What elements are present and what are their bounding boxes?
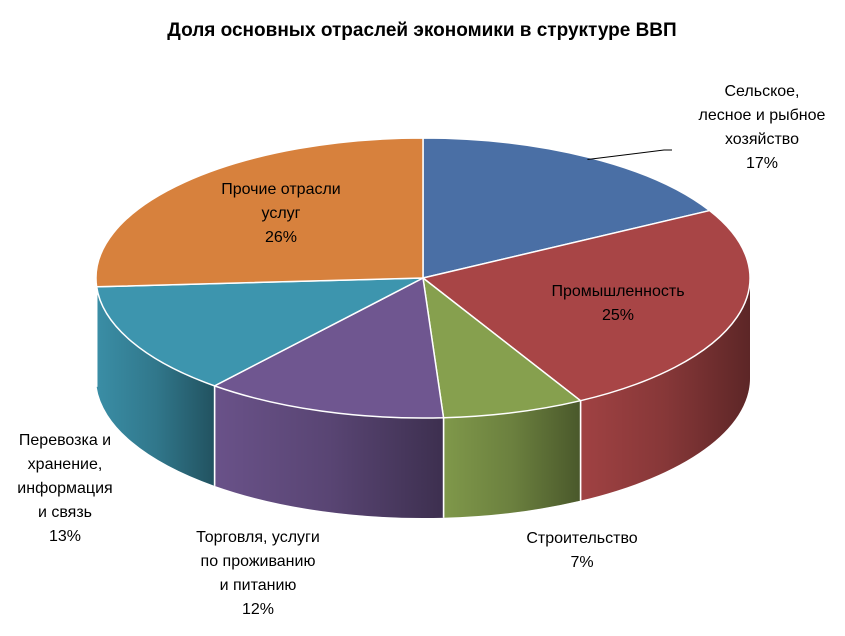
chart-title: Доля основных отраслей экономики в струк… — [167, 20, 676, 41]
slice-label-line: лесное и рыбное — [699, 107, 826, 124]
slice-label-1: Промышленность 25% — [551, 283, 684, 324]
pie-side-shade-1 — [580, 278, 750, 501]
pie-slice-2 — [422, 277, 582, 419]
slice-label-line: Промышленность — [551, 283, 684, 300]
pie-sides — [95, 278, 750, 518]
slice-label-line: Прочие отрасли — [221, 181, 341, 198]
slice-label-line: услуг — [262, 205, 301, 222]
pie-side-shade-3 — [214, 385, 444, 518]
pie-slice-0 — [422, 137, 711, 279]
slice-label-line: хранение, — [28, 456, 103, 473]
pie-labels: Сельское, лесное и рыбное хозяйство 17% Пром… — [17, 83, 825, 618]
slice-label-line: хозяйство — [725, 131, 799, 148]
slice-label-line: и связь — [38, 504, 92, 521]
slice-label-line: по проживанию — [201, 553, 316, 570]
pie-slice-3 — [213, 277, 445, 419]
slice-label-0: Сельское, лесное и рыбное хозяйство 17% — [699, 83, 826, 172]
pie-slice-4 — [95, 277, 424, 387]
slice-label-5: Прочие отрасли услуг 26% — [221, 181, 341, 246]
slice-value-label: 7% — [570, 554, 593, 571]
slice-label-line: Торговля, услуги — [196, 529, 320, 546]
slice-label-3: Торговля, услуги по проживанию и питанию 12… — [196, 529, 320, 618]
slice-value-label: 25% — [602, 307, 634, 324]
pie-tops — [95, 137, 751, 419]
pie-slice-5 — [95, 137, 424, 288]
pie-side-shade-2 — [443, 400, 581, 518]
slice-label-2: Строительство 7% — [526, 530, 637, 571]
slice-label-line: информация — [17, 480, 112, 497]
slice-value-label: 13% — [49, 528, 81, 545]
leader-line — [587, 149, 672, 160]
slice-label-line: Строительство — [526, 530, 637, 547]
slice-value-label: 17% — [746, 155, 778, 172]
slice-label-4: Перевозка и хранение, информация и связь 13% — [17, 432, 112, 545]
slice-value-label: 26% — [265, 229, 297, 246]
slice-label-line: Перевозка и — [19, 432, 111, 449]
pie-slice-1 — [422, 209, 751, 402]
slice-label-line: и питанию — [220, 577, 297, 594]
pie-side-shade-4 — [96, 286, 215, 486]
slice-label-line: Сельское, — [724, 83, 799, 100]
slice-value-label: 12% — [242, 601, 274, 618]
